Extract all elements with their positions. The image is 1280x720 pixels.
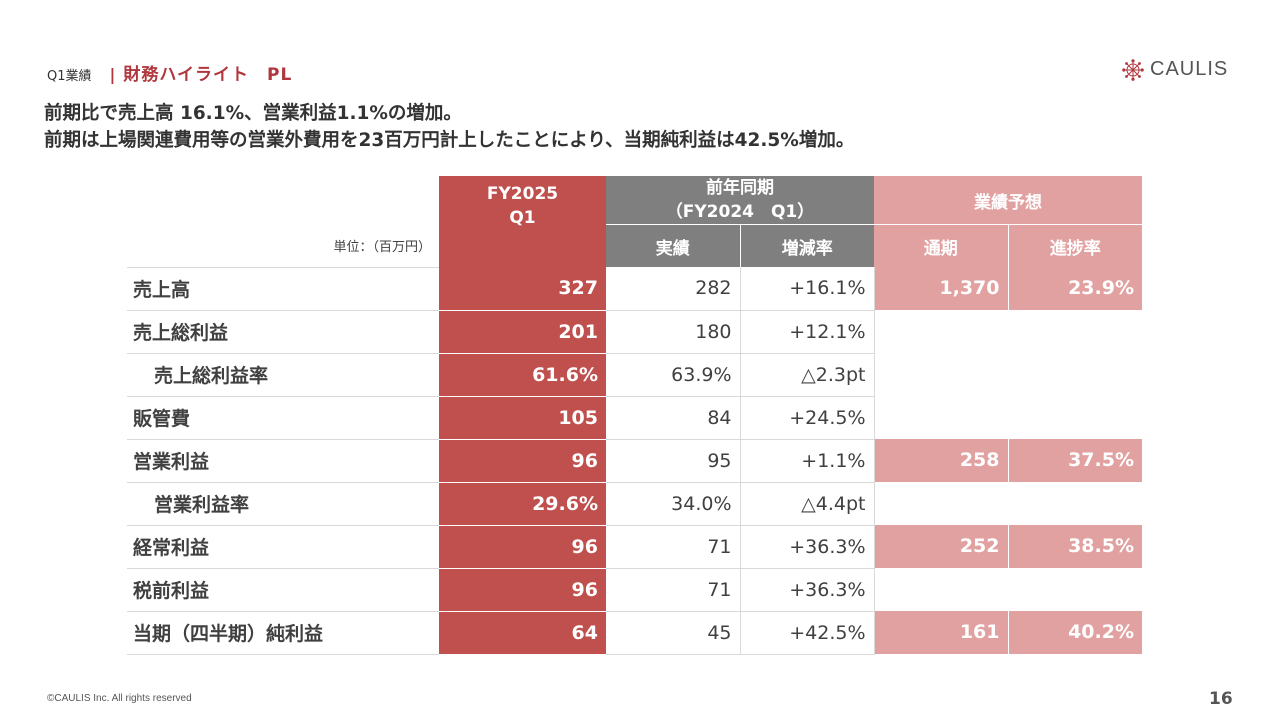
progress-empty (1008, 396, 1142, 439)
prev-value: 34.0% (606, 482, 741, 526)
header-prev-subtitle: （FY2024 Q1） (665, 202, 815, 222)
row-label: 売上総利益率 (127, 353, 439, 397)
header-row-2: 単位：（百万円） 実績 増減率 通期 進捗率 (127, 224, 1142, 268)
forecast-empty (874, 310, 1008, 353)
slide-header: Q1業績 | 財務ハイライト PL (47, 60, 292, 85)
progress-empty (1008, 568, 1142, 611)
forecast-empty (874, 353, 1008, 396)
table-row: 経常利益 96 71 +36.3% 252 38.5% (127, 525, 1142, 569)
table-row: 販管費 105 84 +24.5% (127, 396, 1142, 440)
header-current-period: FY2025 Q1 (439, 176, 606, 267)
current-value: 96 (439, 525, 606, 569)
lead-line-2: 前期は上場関連費用等の営業外費用を23百万円計上したことにより、当期純利益は42… (44, 130, 855, 151)
company-logo: CAULIS (1122, 58, 1228, 81)
change-value: +1.1% (740, 439, 875, 483)
forecast-full-value: 161 (874, 611, 1009, 655)
progress-empty (1008, 353, 1142, 396)
header-forecast: 業績予想 (874, 176, 1142, 225)
table-row: 当期（四半期）純利益 64 45 +42.5% 161 40.2% (127, 611, 1142, 655)
table-row: 売上総利益率 61.6% 63.9% △2.3pt (127, 353, 1142, 397)
logo-text: CAULIS (1150, 58, 1229, 80)
progress-value: 37.5% (1008, 439, 1142, 483)
row-label: 販管費 (127, 396, 439, 440)
header-prev-title: 前年同期 (706, 178, 774, 198)
pl-table: FY2025 Q1 前年同期 （FY2024 Q1） 業績予想 単位：（百万円）… (127, 176, 1142, 655)
table-row: 売上高 327 282 +16.1% 1,370 23.9% (127, 267, 1142, 311)
table-row: 営業利益率 29.6% 34.0% △4.4pt (127, 482, 1142, 526)
change-value: +36.3% (740, 568, 875, 612)
header-previous-period: 前年同期 （FY2024 Q1） (606, 176, 874, 225)
forecast-empty (874, 482, 1008, 525)
page-number: 16 (1209, 689, 1233, 709)
header-current-quarter: Q1 (509, 208, 536, 228)
header-current-year: FY2025 (486, 184, 559, 204)
current-value: 96 (439, 568, 606, 612)
row-label: 経常利益 (127, 525, 439, 569)
current-value: 64 (439, 611, 606, 655)
current-value: 105 (439, 396, 606, 440)
section-label: Q1業績 (47, 69, 92, 84)
current-value: 29.6% (439, 482, 606, 526)
row-label: 売上高 (127, 267, 439, 311)
prev-value: 84 (606, 396, 741, 440)
forecast-empty (874, 568, 1008, 611)
progress-value: 23.9% (1008, 267, 1142, 311)
header-prev-actual: 実績 (606, 224, 741, 267)
progress-value: 40.2% (1008, 611, 1142, 655)
current-value: 327 (439, 267, 606, 311)
row-label: 売上総利益 (127, 310, 439, 354)
page-title: 財務ハイライト PL (123, 65, 293, 85)
change-value: +24.5% (740, 396, 875, 440)
header-forecast-full: 通期 (874, 224, 1009, 267)
forecast-full-value: 252 (874, 525, 1009, 569)
change-value: +16.1% (740, 267, 875, 311)
prev-value: 180 (606, 310, 741, 354)
prev-value: 71 (606, 525, 741, 569)
header-row-1: FY2025 Q1 前年同期 （FY2024 Q1） 業績予想 (127, 176, 1142, 267)
title-divider: | (109, 65, 116, 84)
change-value: △4.4pt (740, 482, 875, 526)
row-label: 営業利益 (127, 439, 439, 483)
prev-value: 63.9% (606, 353, 741, 397)
header-blank (127, 176, 439, 225)
header-forecast-progress: 進捗率 (1008, 224, 1142, 267)
forecast-full-value: 1,370 (874, 267, 1009, 311)
forecast-empty (874, 396, 1008, 439)
change-value: +12.1% (740, 310, 875, 354)
prev-value: 45 (606, 611, 741, 655)
prev-value: 282 (606, 267, 741, 311)
table-row: 税前利益 96 71 +36.3% (127, 568, 1142, 612)
lead-line-1: 前期比で売上高 16.1%、営業利益1.1%の増加。 (44, 103, 462, 124)
change-value: +36.3% (740, 525, 875, 569)
table-row: 営業利益 96 95 +1.1% 258 37.5% (127, 439, 1142, 483)
row-label: 税前利益 (127, 568, 439, 612)
lead-summary: 前期比で売上高 16.1%、営業利益1.1%の増加。 前期は上場関連費用等の営業… (44, 100, 854, 154)
copyright: ©CAULIS Inc. All rights reserved (47, 693, 192, 704)
progress-empty (1008, 482, 1142, 525)
forecast-full-value: 258 (874, 439, 1009, 483)
row-label: 当期（四半期）純利益 (127, 611, 439, 655)
header-prev-change: 増減率 (740, 224, 874, 267)
prev-value: 95 (606, 439, 741, 483)
prev-value: 71 (606, 568, 741, 612)
current-value: 61.6% (439, 353, 606, 397)
current-value: 201 (439, 310, 606, 354)
row-label: 営業利益率 (127, 482, 439, 526)
progress-value: 38.5% (1008, 525, 1142, 569)
progress-empty (1008, 310, 1142, 353)
change-value: △2.3pt (740, 353, 875, 397)
table-row: 売上総利益 201 180 +12.1% (127, 310, 1142, 354)
change-value: +42.5% (740, 611, 875, 655)
current-value: 96 (439, 439, 606, 483)
caulis-network-icon (1122, 58, 1144, 81)
unit-label: 単位：（百万円） (127, 224, 439, 268)
